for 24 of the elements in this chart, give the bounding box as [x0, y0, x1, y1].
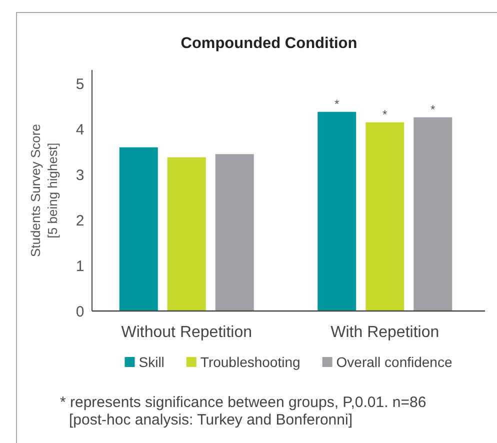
- bar: [318, 112, 356, 311]
- data-label: *: [334, 96, 340, 111]
- text: [post-hoc analysis: Turkey and Bonferonni]: [69, 412, 352, 428]
- y-tick-label: 4: [76, 121, 84, 138]
- data-label: *: [430, 102, 436, 116]
- y-tick-label: 1: [76, 258, 84, 275]
- y-axis-title: Students Survey Score [5 being highest]: [28, 124, 60, 257]
- bar: [366, 122, 404, 311]
- bar: [119, 147, 158, 311]
- bar: [215, 154, 254, 311]
- x-tick-label: Without Repetition: [121, 324, 252, 341]
- legend-label: Troubleshooting: [200, 354, 300, 370]
- y-tick-label: 2: [76, 212, 84, 230]
- bar: [414, 117, 452, 311]
- legend-label: Skill: [138, 354, 164, 370]
- y-tick-label: 0: [76, 303, 84, 320]
- data-label: *: [382, 107, 388, 122]
- y-tick-label: 5: [76, 76, 84, 93]
- bar: [167, 157, 206, 311]
- chart-title: Compounded Condition: [180, 35, 358, 52]
- text: * represents significance between groups, P,0.01. n=86: [60, 394, 426, 411]
- y-tick-label: 3: [76, 166, 84, 184]
- legend-label: Overall confidence: [336, 354, 452, 370]
- x-tick-label: With Repetition: [330, 324, 440, 341]
